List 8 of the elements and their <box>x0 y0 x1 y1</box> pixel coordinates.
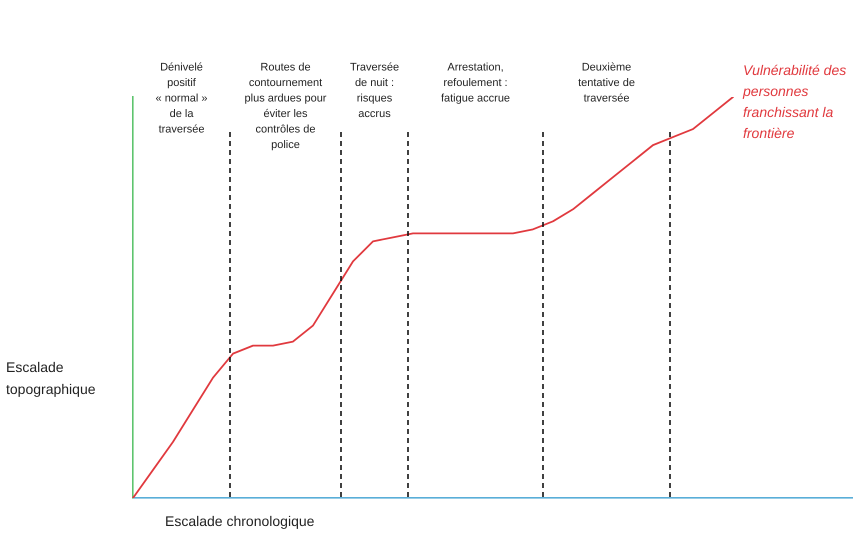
x-axis-title: Escalade chronologique <box>165 512 315 529</box>
annotation: Deuxième tentative de traversée <box>578 62 635 105</box>
annotation: Dénivelé positif « normal » de la traversée <box>156 62 208 136</box>
annotation: Arrestation, refoulement : fatigue accrue <box>440 62 510 105</box>
annotation: Traversée de nuit : risques accrus <box>350 62 400 120</box>
annotation: Routes de contournement plus ardues pour éviter les contrôles de police <box>244 62 327 152</box>
series-label: Vulnérabilité des personnes franchissant la frontière <box>742 62 846 141</box>
y-axis-title: Escalade topographique <box>6 358 96 397</box>
